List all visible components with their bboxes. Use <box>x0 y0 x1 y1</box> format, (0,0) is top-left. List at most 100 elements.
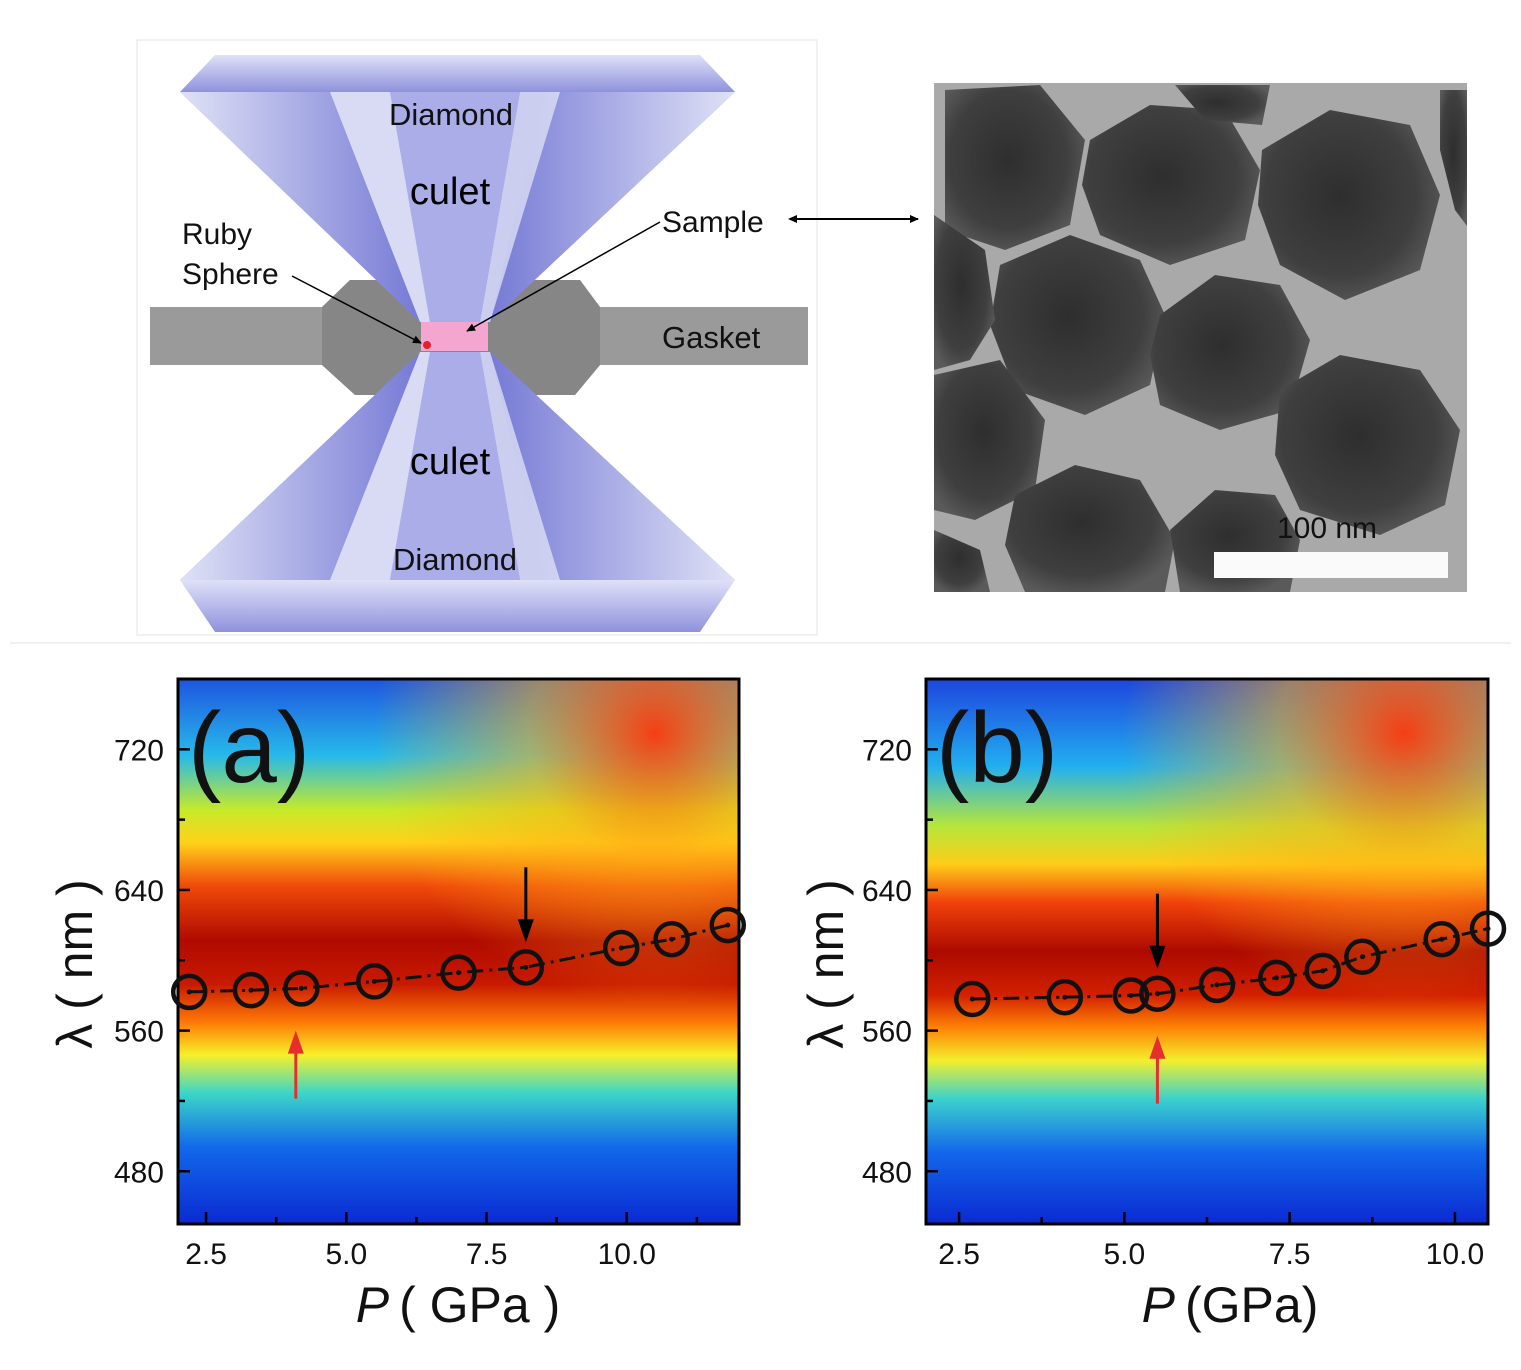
peak-marker-center <box>669 936 675 942</box>
xtick-label: 7.5 <box>466 1238 508 1271</box>
peak-marker-center <box>456 970 461 976</box>
nanoparticle <box>1440 90 1467 226</box>
xtick-label: 10.0 <box>598 1238 656 1271</box>
peak-marker <box>356 963 393 1000</box>
peak-marker <box>507 949 545 986</box>
xtick-labels-b: 2.5 5.0 7.5 10.0 <box>938 1238 1484 1271</box>
ytick-label: 640 <box>114 875 164 908</box>
down-arrow-head <box>517 919 534 943</box>
nanoparticle <box>945 85 1085 250</box>
bottom-diamond <box>180 352 735 632</box>
xtick-label: 5.0 <box>325 1238 367 1271</box>
panel-label-a: (a) <box>188 692 310 804</box>
peak-marker-center <box>1062 994 1068 1000</box>
up-arrow-head <box>1149 1035 1166 1059</box>
peak-marker <box>1344 938 1381 976</box>
nanoparticle <box>934 360 1045 520</box>
up-arrow-head <box>287 1030 304 1054</box>
peak-marker-center <box>1320 968 1326 974</box>
peak-marker <box>1304 952 1341 990</box>
ticks-b <box>926 677 1457 1224</box>
peak-marker <box>1139 975 1176 1012</box>
sample-label: Sample <box>662 206 764 239</box>
nanoparticle <box>1005 465 1175 592</box>
ruby-label-line1: Ruby <box>182 218 252 251</box>
peak-marker-center <box>523 964 529 970</box>
top-diamond <box>180 55 735 322</box>
down-arrow-head <box>1149 945 1166 969</box>
arrows-b <box>1149 893 1166 1104</box>
gasket-label: Gasket <box>662 320 761 355</box>
peak-marker <box>653 920 690 958</box>
series-a <box>170 906 747 1011</box>
peak-marker-center <box>1439 936 1445 942</box>
nanoparticle <box>990 235 1165 415</box>
ytick-label: 720 <box>862 734 912 767</box>
nanoparticle <box>934 530 990 592</box>
ytick-labels-a: 480 560 640 720 <box>114 734 164 1189</box>
arrows-a <box>287 867 534 1099</box>
panel-label-b: (b) <box>936 692 1058 804</box>
peak-line <box>972 927 1489 1001</box>
nanoparticle <box>1258 110 1440 300</box>
peak-marker-center <box>1359 954 1365 960</box>
x-axis-var-b: P <box>1142 1277 1176 1333</box>
peak-marker-center <box>248 987 254 993</box>
heatmap-a-hot-region <box>178 679 739 1224</box>
ytick-label: 480 <box>114 1156 164 1189</box>
nanoparticle <box>1082 105 1260 265</box>
x-axis-label-a: P( GPa ) <box>356 1277 561 1333</box>
heatmap-b-hot-region <box>926 679 1488 1224</box>
peak-marker-center <box>1273 975 1279 981</box>
x-axis-unit-b: (GPa) <box>1185 1277 1318 1333</box>
culet-bottom-label: culet <box>410 441 491 483</box>
ruby-leader-line <box>291 275 422 344</box>
peak-marker-center <box>618 945 624 951</box>
series-b <box>954 910 1507 1018</box>
ruby-sphere <box>423 341 431 349</box>
peak-marker <box>170 973 208 1011</box>
sample-leader-line <box>466 221 661 332</box>
peak-marker <box>232 971 270 1009</box>
xtick-labels-a: 2.5 5.0 7.5 10.0 <box>185 1238 656 1271</box>
peak-marker-center <box>969 996 975 1002</box>
peak-marker-center <box>725 922 731 928</box>
xtick-label: 10.0 <box>1426 1238 1484 1271</box>
sample-chamber <box>421 322 488 351</box>
culet-top-label: culet <box>410 171 491 213</box>
peak-marker <box>954 980 991 1018</box>
peak-marker <box>1112 977 1150 1014</box>
peak-marker <box>1258 959 1295 997</box>
peak-marker <box>1469 910 1507 947</box>
ytick-labels-b: 480 560 640 720 <box>862 734 912 1189</box>
peak-marker <box>1046 978 1084 1016</box>
peak-marker-center <box>186 989 192 995</box>
peak-marker-center <box>1485 926 1491 932</box>
y-axis-label-b: λ ( nm ) <box>798 879 854 1048</box>
x-axis-label-b: P (GPa) <box>1142 1277 1319 1333</box>
y-axis-label-a: λ ( nm ) <box>47 879 103 1048</box>
xtick-label: 2.5 <box>938 1238 980 1271</box>
nanoparticles <box>934 85 1467 592</box>
ytick-label: 480 <box>862 1156 912 1189</box>
xtick-label: 2.5 <box>185 1238 227 1271</box>
peak-marker <box>283 970 320 1007</box>
ytick-label: 560 <box>114 1016 164 1049</box>
xtick-label: 7.5 <box>1269 1238 1311 1271</box>
peak-marker <box>1198 966 1236 1004</box>
nanoparticle <box>1275 355 1460 535</box>
scale-bar-label: 100 nm <box>1277 512 1377 545</box>
tem-micrograph: 100 nm <box>934 83 1467 592</box>
ytick-label: 720 <box>114 734 164 767</box>
x-axis-var-a: P <box>356 1277 390 1333</box>
diamond-bottom-label: Diamond <box>393 542 517 577</box>
chart-b: (b) 2.5 5.0 7.5 10.0 480 560 640 720 P (G… <box>798 677 1507 1333</box>
anvil-schematic: Diamond culet Ruby Sphere Sample Gasket … <box>136 39 818 636</box>
peak-marker-center <box>1128 992 1134 998</box>
ytick-label: 560 <box>862 1016 912 1049</box>
peak-marker <box>1423 920 1460 958</box>
nanoparticle <box>934 215 995 370</box>
ytick-label: 640 <box>862 875 912 908</box>
x-axis-unit-a: ( GPa ) <box>399 1277 560 1333</box>
